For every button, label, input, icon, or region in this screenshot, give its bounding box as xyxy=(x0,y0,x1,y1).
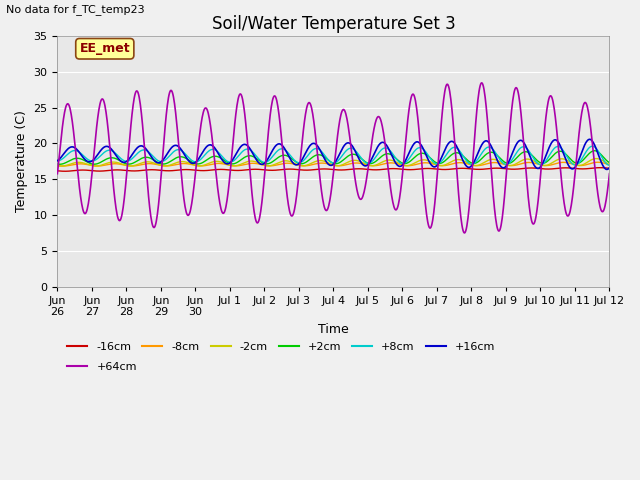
Title: Soil/Water Temperature Set 3: Soil/Water Temperature Set 3 xyxy=(212,15,455,33)
Y-axis label: Temperature (C): Temperature (C) xyxy=(15,110,28,212)
Legend: +64cm: +64cm xyxy=(63,358,141,376)
X-axis label: Time: Time xyxy=(318,323,349,336)
Text: No data for f_TC_temp23: No data for f_TC_temp23 xyxy=(6,4,145,15)
Text: EE_met: EE_met xyxy=(79,42,130,55)
